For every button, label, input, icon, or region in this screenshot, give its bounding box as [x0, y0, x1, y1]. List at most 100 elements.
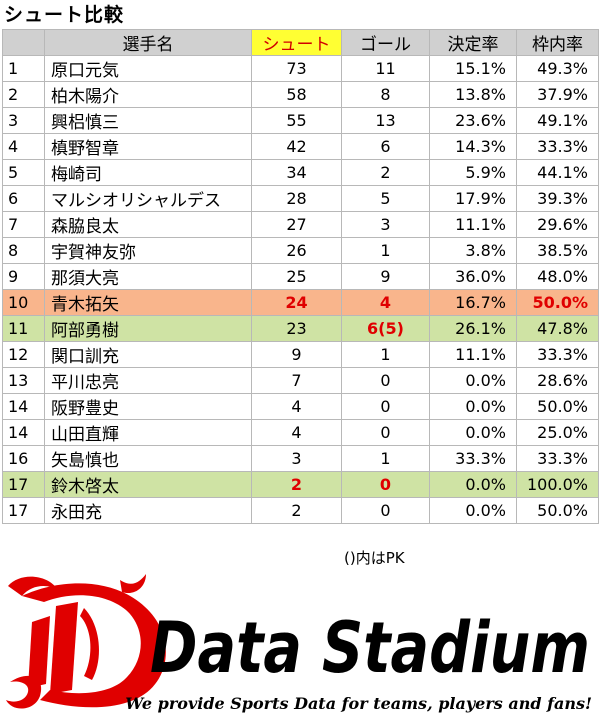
on-target-rate-cell: 33.3%	[516, 341, 599, 368]
player-name-cell: 宇賀神友弥	[44, 237, 252, 264]
on-target-rate-cell: 49.3%	[516, 55, 599, 82]
rank-cell: 2	[2, 81, 45, 108]
shots-cell: 73	[251, 55, 342, 82]
table-row: 9 那須大亮 25 9 36.0% 48.0%	[2, 263, 599, 290]
on-target-rate-cell: 47.8%	[516, 315, 599, 342]
table-row: 17 永田充 2 0 0.0% 50.0%	[2, 497, 599, 524]
pk-note: ()内はPK	[344, 549, 405, 567]
player-name-cell: 鈴木啓太	[44, 471, 252, 498]
goals-cell: 2	[341, 159, 430, 186]
rank-cell: 14	[2, 393, 45, 420]
on-target-rate-cell: 37.9%	[516, 81, 599, 108]
shot-comparison-table: 選手名 シュート ゴール 決定率 枠内率 1 原口元気 73 11 15.1% 49.3%…	[2, 29, 599, 524]
on-target-rate-cell: 50.0%	[516, 393, 599, 420]
player-name-cell: 関口訓充	[44, 341, 252, 368]
conversion-rate-cell: 16.7%	[429, 289, 517, 316]
conversion-rate-cell: 3.8%	[429, 237, 517, 264]
shots-header: シュート	[251, 29, 342, 56]
conversion-rate-cell: 13.8%	[429, 81, 517, 108]
conversion-rate-cell: 5.9%	[429, 159, 517, 186]
goals-cell: 6(5)	[341, 315, 430, 342]
conversion-rate-cell: 14.3%	[429, 133, 517, 160]
page-title: シュート比較	[4, 4, 125, 26]
goals-cell: 1	[341, 341, 430, 368]
table-row: 3 興梠慎三 55 13 23.6% 49.1%	[2, 107, 599, 134]
conversion-rate-cell: 33.3%	[429, 445, 517, 472]
shots-cell: 58	[251, 81, 342, 108]
player-name-cell: 矢島慎也	[44, 445, 252, 472]
player-name-cell: 平川忠亮	[44, 367, 252, 394]
rank-cell: 17	[2, 497, 45, 524]
table-row: 6 マルシオリシャルデス 28 5 17.9% 39.3%	[2, 185, 599, 212]
conversion-rate-cell: 0.0%	[429, 419, 517, 446]
table-header-row: 選手名 シュート ゴール 決定率 枠内率	[2, 29, 599, 56]
goals-header: ゴール	[341, 29, 430, 56]
rank-cell: 7	[2, 211, 45, 238]
goals-cell: 0	[341, 497, 430, 524]
shots-cell: 28	[251, 185, 342, 212]
conversion-rate-cell: 26.1%	[429, 315, 517, 342]
shots-cell: 26	[251, 237, 342, 264]
table-row: 12 関口訓充 9 1 11.1% 33.3%	[2, 341, 599, 368]
rank-cell: 14	[2, 419, 45, 446]
goals-cell: 8	[341, 81, 430, 108]
table-row: 16 矢島慎也 3 1 33.3% 33.3%	[2, 445, 599, 472]
conversion-rate-cell: 0.0%	[429, 497, 517, 524]
table-row: 1 原口元気 73 11 15.1% 49.3%	[2, 55, 599, 82]
shots-cell: 24	[251, 289, 342, 316]
on-target-rate-cell: 29.6%	[516, 211, 599, 238]
rank-cell: 8	[2, 237, 45, 264]
player-name-cell: 槙野智章	[44, 133, 252, 160]
conversion-rate-cell: 11.1%	[429, 211, 517, 238]
player-name-cell: 阿部勇樹	[44, 315, 252, 342]
on-target-rate-cell: 38.5%	[516, 237, 599, 264]
on-target-rate-cell: 39.3%	[516, 185, 599, 212]
rank-cell: 9	[2, 263, 45, 290]
goals-cell: 3	[341, 211, 430, 238]
table-row: 17 鈴木啓太 2 0 0.0% 100.0%	[2, 471, 599, 498]
on-target-rate-cell: 28.6%	[516, 367, 599, 394]
rank-cell: 1	[2, 55, 45, 82]
on-target-rate-cell: 50.0%	[516, 497, 599, 524]
player-name-cell: 柏木陽介	[44, 81, 252, 108]
conversion-rate-cell: 0.0%	[429, 471, 517, 498]
conversion-rate-cell: 17.9%	[429, 185, 517, 212]
shots-cell: 7	[251, 367, 342, 394]
table-row: 8 宇賀神友弥 26 1 3.8% 38.5%	[2, 237, 599, 264]
shots-cell: 55	[251, 107, 342, 134]
player-name-header: 選手名	[44, 29, 252, 56]
player-name-cell: 那須大亮	[44, 263, 252, 290]
brand-wordmark: Data Stadium	[150, 607, 590, 689]
rank-cell: 6	[2, 185, 45, 212]
conversion-rate-cell: 15.1%	[429, 55, 517, 82]
data-stadium-logo: Data Stadium	[6, 574, 590, 709]
player-name-cell: 永田充	[44, 497, 252, 524]
table-row: 5 梅崎司 34 2 5.9% 44.1%	[2, 159, 599, 186]
on-target-rate-cell: 100.0%	[516, 471, 599, 498]
goals-cell: 0	[341, 367, 430, 394]
player-name-cell: 梅崎司	[44, 159, 252, 186]
rank-cell: 5	[2, 159, 45, 186]
conversion-rate-cell: 11.1%	[429, 341, 517, 368]
shots-cell: 25	[251, 263, 342, 290]
rank-cell: 10	[2, 289, 45, 316]
shots-cell: 4	[251, 393, 342, 420]
shots-cell: 2	[251, 497, 342, 524]
table-row: 14 山田直輝 4 0 0.0% 25.0%	[2, 419, 599, 446]
player-name-cell: 山田直輝	[44, 419, 252, 446]
shots-cell: 4	[251, 419, 342, 446]
goals-cell: 4	[341, 289, 430, 316]
on-target-rate-cell: 33.3%	[516, 445, 599, 472]
shots-cell: 27	[251, 211, 342, 238]
conversion-rate-cell: 0.0%	[429, 367, 517, 394]
goals-cell: 13	[341, 107, 430, 134]
player-name-cell: マルシオリシャルデス	[44, 185, 252, 212]
table-row: 13 平川忠亮 7 0 0.0% 28.6%	[2, 367, 599, 394]
goals-cell: 0	[341, 471, 430, 498]
table-row: 4 槙野智章 42 6 14.3% 33.3%	[2, 133, 599, 160]
goals-cell: 1	[341, 445, 430, 472]
on-target-rate-cell: 50.0%	[516, 289, 599, 316]
rank-cell: 4	[2, 133, 45, 160]
goals-cell: 9	[341, 263, 430, 290]
rank-cell: 17	[2, 471, 45, 498]
